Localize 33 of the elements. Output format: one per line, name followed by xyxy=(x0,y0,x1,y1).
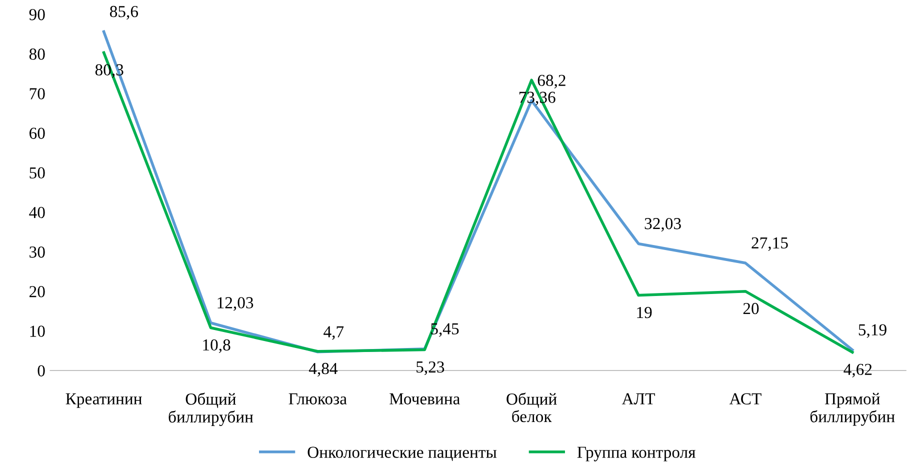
y-tick-label: 30 xyxy=(30,246,45,258)
legend-label: Группа контроля xyxy=(577,446,696,462)
y-tick-label: 20 xyxy=(30,286,45,298)
x-tick-label: АЛТ xyxy=(622,393,655,404)
data-label: 4,84 xyxy=(308,362,338,377)
data-label: 5,23 xyxy=(416,361,444,376)
data-label: 19 xyxy=(637,306,652,318)
data-label: 10,8 xyxy=(203,339,230,353)
x-tick-label: Глюкоза xyxy=(288,393,347,404)
data-label: 85,6 xyxy=(110,6,138,20)
x-tick-label: Мочевина xyxy=(390,393,460,404)
data-label: 4,62 xyxy=(844,364,872,378)
y-tick-label: 70 xyxy=(30,88,45,100)
x-tick-label: Креатинин xyxy=(66,393,142,408)
y-tick-label: 10 xyxy=(30,326,45,337)
x-tick-label: АСТ xyxy=(729,393,762,404)
data-label: 5,19 xyxy=(858,324,886,338)
y-tick-label: 90 xyxy=(29,8,45,20)
data-label: 32,03 xyxy=(644,218,681,232)
x-tick-label: Прямой биллирубин xyxy=(810,392,895,426)
data-label: 4,7 xyxy=(324,326,344,340)
data-label: 20 xyxy=(743,302,759,314)
y-tick-label: 0 xyxy=(38,365,45,376)
legend-label: Онкологические пациенты xyxy=(308,446,497,461)
y-tick-label: 60 xyxy=(30,128,45,139)
data-label: 68,2 xyxy=(538,74,566,88)
data-label: 12,03 xyxy=(218,297,254,311)
x-tick-label: Общий биллирубин xyxy=(168,392,254,426)
x-tick-label: Общий белок xyxy=(506,392,557,422)
y-tick-label: 80 xyxy=(29,48,45,60)
y-tick-label: 40 xyxy=(29,206,45,218)
y-tick-label: 50 xyxy=(30,167,45,179)
data-label: 27,15 xyxy=(752,237,788,251)
